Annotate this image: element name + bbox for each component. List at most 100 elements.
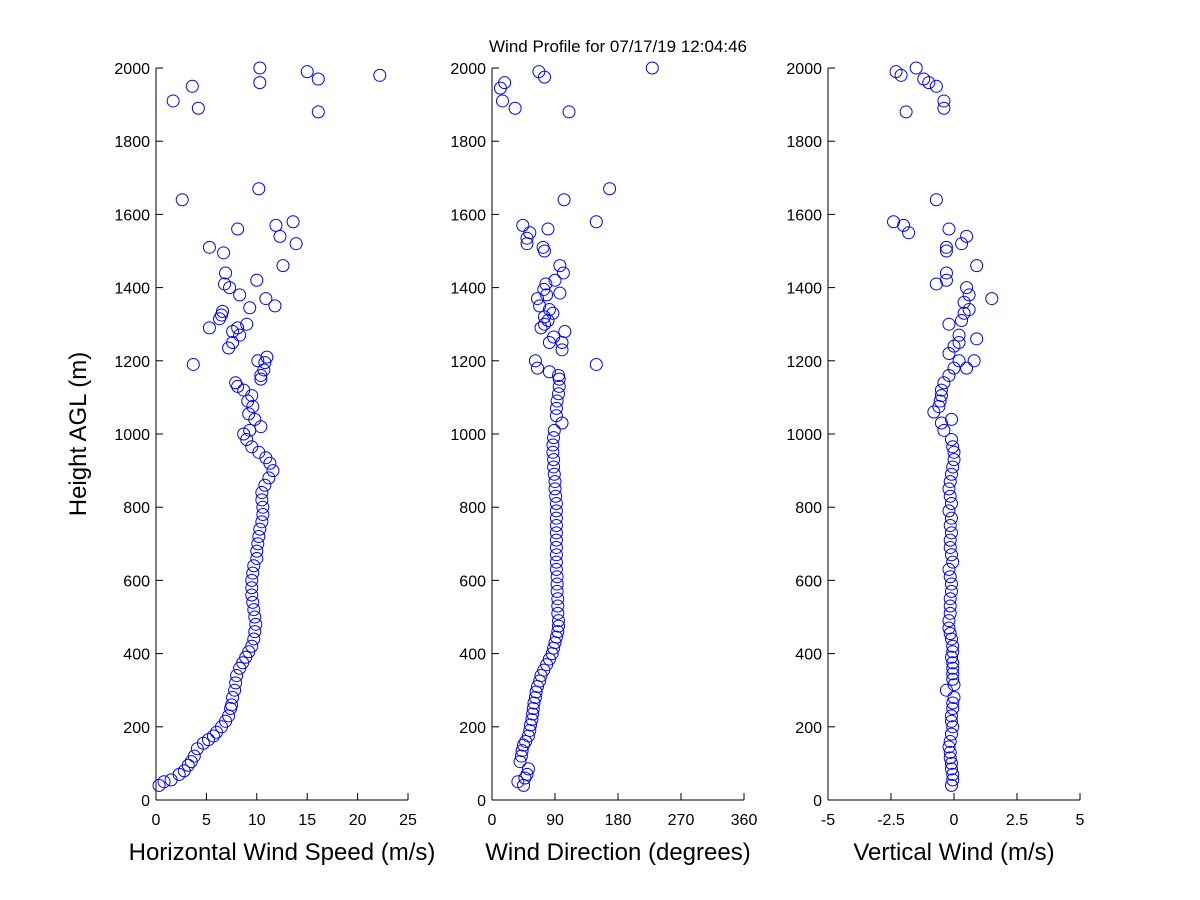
speed-data-point [311,105,325,119]
vertical-data-point [943,734,957,748]
speed-x-axis-label: Horizontal Wind Speed (m/s) [129,839,436,866]
speed-data-point [164,773,178,787]
vertical-y-tick-label: 1400 [786,281,822,298]
direction-data-point [523,226,537,240]
speed-data-point [245,573,259,587]
direction-data-point [549,555,563,569]
direction-data-point [549,489,563,503]
direction-data-point [549,540,563,554]
vertical-data-point [937,101,951,115]
vertical-data-point [947,453,961,467]
speed-y-tick-label: 1000 [114,427,150,444]
speed-data-point [258,356,272,370]
vertical-data-point [985,292,999,306]
vertical-data-point [943,751,957,765]
direction-data-point [536,240,550,254]
vertical-data-point [970,259,984,273]
direction-y-tick-label: 800 [459,500,486,517]
direction-y-tick-label: 1200 [450,354,486,371]
direction-data-point [552,619,565,633]
vertical-data-point [943,592,957,606]
direction-y-tick-label: 600 [459,573,486,590]
speed-data-point [248,610,262,624]
vertical-data-point [952,354,966,368]
vertical-data-point [934,383,948,397]
vertical-data-point [934,416,948,430]
vertical-data-point [944,577,958,591]
speed-y-tick-label: 400 [123,647,150,664]
speed-data-point [268,299,282,313]
direction-data-point [547,431,561,445]
vertical-data-point [942,346,956,360]
speed-x-tick-label: 15 [298,812,316,829]
speed-x-tick-label: 20 [349,812,367,829]
speed-data-point [233,288,247,302]
direction-data-point [547,453,561,467]
speed-data-point [213,312,227,326]
vertical-data-point [943,745,957,759]
vertical-data-point [947,445,961,459]
figure-title: Wind Profile for 07/17/19 12:04:46 [489,37,747,56]
direction-data-point [550,570,564,584]
speed-data-point [253,76,267,90]
speed-data-point [202,240,216,254]
direction-x-tick-label: 360 [731,812,758,829]
vertical-data-point [944,727,958,741]
vertical-data-point [946,767,960,781]
vertical-wind-panel: -5 -2.5 0 2.5 5 0 200 400 600 800 1000 1200 1400 1600… [786,61,1084,866]
speed-data-point [206,729,220,743]
vertical-data-point [939,273,953,287]
speed-data-point [157,775,171,789]
speed-data-point [247,559,261,573]
speed-data-point [373,68,387,82]
direction-data-point [532,65,546,79]
speed-data-point [245,440,259,454]
vertical-data-point [909,61,923,75]
vertical-data-point [946,720,960,734]
speed-data-point [233,328,247,342]
speed-x-tick-label: 10 [248,812,266,829]
direction-data-point [516,218,530,232]
direction-data-point [542,336,556,349]
vertical-data-point [944,709,958,723]
vertical-data-point [947,691,961,705]
speed-y-tick-label: 800 [123,500,150,517]
direction-data-point [549,548,563,562]
direction-data-point [549,519,563,532]
speed-y-tick-label: 1800 [114,134,150,151]
direction-data-point [549,630,563,644]
vertical-data-point [944,762,958,776]
speed-data-point [248,625,262,639]
vertical-data-point [887,215,901,229]
speed-data-point [258,478,272,492]
speed-data-point [185,79,199,93]
vertical-y-tick-label: 800 [795,500,822,517]
vertical-data-point [942,504,956,518]
vertical-data-point [944,412,958,426]
vertical-y-tick-label: 0 [813,793,822,810]
direction-x-tick-label: 270 [668,812,695,829]
speed-x-tick-label: 25 [399,812,417,829]
direction-data-point [551,606,565,620]
speed-data-point [218,277,232,291]
speed-data-point [255,486,269,500]
vertical-data-point [942,614,956,628]
speed-data-point [276,259,290,273]
vertical-data-point [967,354,981,368]
vertical-y-tick-label: 2000 [786,61,822,78]
vertical-data-point [944,778,958,792]
direction-data-point [551,592,565,606]
direction-data-point [541,314,555,328]
vertical-data-point [944,511,958,525]
direction-x-tick-label: 90 [546,812,564,829]
direction-data-point [547,460,561,474]
speed-data-point [246,566,260,580]
vertical-data-point [917,72,931,86]
direction-data-point [549,511,563,525]
vertical-data-point [942,621,956,635]
vertical-data-point [929,193,943,207]
vertical-data-point [943,519,957,532]
speed-data-point [256,508,270,522]
speed-data-point [229,676,243,690]
speed-data-point [231,222,245,236]
